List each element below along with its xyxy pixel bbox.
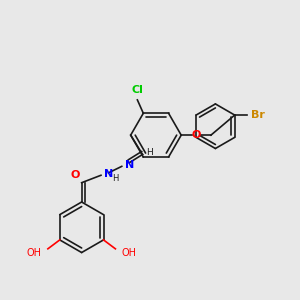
Text: N: N: [125, 160, 134, 170]
Text: H: H: [146, 148, 153, 158]
Text: Cl: Cl: [131, 85, 143, 95]
Text: O: O: [70, 170, 80, 180]
Text: OH: OH: [121, 248, 136, 258]
Text: O: O: [191, 130, 201, 140]
Text: OH: OH: [27, 248, 42, 258]
Text: N: N: [104, 169, 113, 179]
Text: H: H: [112, 174, 119, 183]
Text: Br: Br: [251, 110, 265, 120]
